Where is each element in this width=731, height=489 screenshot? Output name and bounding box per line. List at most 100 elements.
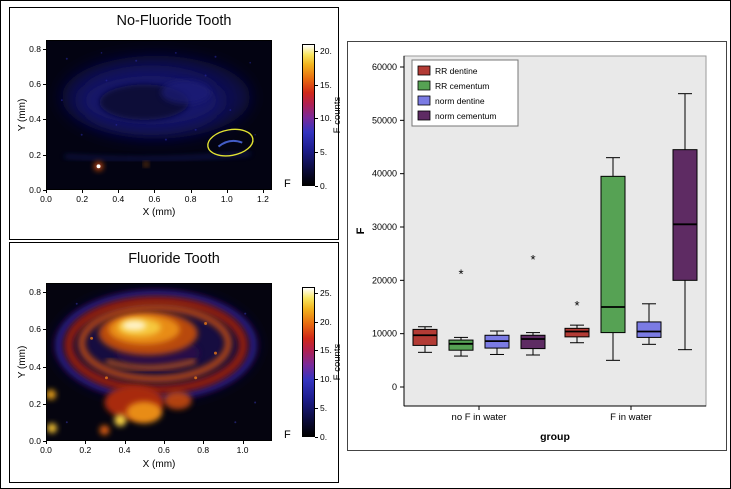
y-tick-label: 0.4	[29, 114, 41, 125]
blue-speckles	[65, 302, 257, 424]
colorbar-tick-label: 10.	[320, 374, 332, 385]
y-tick	[43, 48, 46, 50]
x-axis-title: group	[540, 431, 570, 443]
boxplot-panel: 0 10000 20000 30000 40000 50000 60000 no F in w…	[347, 41, 727, 451]
x-tick	[154, 190, 156, 193]
x-tick	[242, 441, 244, 444]
legend-label: RR cementum	[435, 81, 489, 91]
x-tick	[163, 441, 165, 444]
boxplot-svg: 0 10000 20000 30000 40000 50000 60000 no F in w…	[355, 55, 707, 443]
y-tick	[43, 154, 46, 156]
x-axis-label: X (mm)	[142, 207, 176, 218]
x-tick	[203, 441, 205, 444]
no-fluoride-title: No-Fluoride Tooth	[116, 13, 232, 29]
fluoride-panel: Fluoride Tooth	[9, 242, 343, 483]
y-tick-label: 0.0	[29, 185, 41, 195]
y-tick-label: 50000	[372, 115, 397, 125]
colorbar-tick-label: 10.	[320, 113, 332, 124]
y-tick-label: 0.0	[29, 436, 41, 446]
map-corner-label: F	[284, 178, 291, 190]
colorbar-label: F counts	[332, 343, 343, 381]
y-tick-label: 0.6	[29, 79, 41, 90]
legend-label: norm dentine	[435, 96, 485, 106]
x-tick	[118, 190, 120, 193]
colorbar-label: F counts	[332, 96, 343, 134]
outlier-asterisk: *	[574, 298, 579, 313]
y-tick	[43, 366, 46, 368]
colorbar-tick-label: 0.	[320, 432, 328, 442]
legend-swatch	[417, 80, 431, 91]
no-fluoride-heatmap	[46, 40, 272, 190]
colorbar-tick	[315, 152, 318, 154]
y-tick	[43, 190, 46, 191]
colorbar-tick-label: 5.	[320, 403, 328, 414]
colorbar-tick	[315, 50, 318, 52]
x-tick-label: 0.0	[40, 445, 52, 455]
x-tick	[46, 441, 47, 444]
fluoride-map-art	[47, 284, 271, 440]
y-tick-label: 40000	[372, 169, 397, 179]
colorbar	[302, 44, 315, 186]
x-tick	[82, 190, 84, 193]
colorbar-tick	[315, 118, 318, 120]
colorbar-tick	[315, 84, 318, 86]
orange-speckles	[90, 322, 217, 380]
y-tick-label: 0.4	[29, 361, 41, 372]
y-tick-label: 0.6	[29, 324, 41, 335]
y-tick-label: 10000	[372, 329, 397, 339]
y-tick-label: 0.8	[29, 43, 41, 54]
background-speckles	[60, 51, 256, 141]
x-category-label: F in water	[610, 412, 652, 423]
x-tick-label: 1.0	[220, 194, 233, 204]
y-tick-label: 60000	[372, 62, 397, 72]
x-category-label: no F in water	[452, 412, 507, 423]
colorbar-tick-label: 0.	[320, 181, 328, 191]
no-fluoride-panel: No-Fluoride Tooth	[9, 7, 343, 240]
x-tick	[124, 441, 126, 444]
legend-label: norm cementum	[435, 111, 496, 121]
box-norm-cementum-group1	[672, 93, 698, 351]
x-tick-label: 0.4	[118, 445, 131, 455]
legend-swatch	[417, 95, 431, 106]
legend-swatch	[417, 110, 431, 121]
box-norm-dentine-group1	[636, 303, 662, 345]
colorbar-tick-label: 20.	[320, 45, 332, 56]
y-tick	[43, 119, 46, 121]
box-RR-cementum-group0	[448, 336, 474, 357]
x-tick	[262, 190, 264, 193]
x-tick	[46, 190, 47, 193]
box-norm-cementum-group0	[520, 332, 546, 356]
colorbar-tick	[315, 292, 318, 294]
annotated-feature	[217, 139, 243, 148]
colorbar-tick-label: 5.	[320, 147, 328, 158]
colorbar-tick	[315, 437, 318, 438]
x-tick-label: 0.6	[148, 194, 161, 204]
colorbar-tick-label: 15.	[320, 79, 332, 90]
colorbar-tick-label: 25.	[320, 287, 332, 298]
legend-swatch	[417, 65, 431, 76]
box-RR-dentine-group1	[564, 324, 590, 344]
x-tick-label: 0.8	[197, 445, 210, 455]
y-tick-label: 0.2	[29, 398, 41, 409]
colorbar-tick	[315, 321, 318, 323]
x-tick-label: 0.4	[112, 194, 125, 204]
colorbar-tick	[315, 186, 318, 187]
annotation-ellipse	[207, 128, 254, 157]
outlier-asterisk: *	[530, 252, 535, 267]
map-corner-label: F	[284, 429, 291, 441]
x-tick-label: 1.2	[257, 194, 269, 204]
x-tick	[190, 190, 192, 193]
legend: RR dentine RR cementum norm dentine norm ce…	[411, 59, 519, 127]
x-tick-label: 0.6	[157, 445, 170, 455]
x-tick-label: 1.0	[236, 445, 249, 455]
x-axis-label: X (mm)	[142, 459, 176, 470]
box-norm-dentine-group0	[484, 330, 510, 355]
fluoride-title: Fluoride Tooth	[128, 251, 220, 267]
y-tick-label: 0.8	[29, 287, 41, 298]
colorbar-tick-label: 20.	[320, 316, 332, 327]
colorbar	[302, 287, 315, 437]
x-tick-label: 0.2	[79, 445, 92, 455]
colorbar-tick	[315, 408, 318, 410]
x-tick-label: 0.0	[40, 194, 52, 204]
